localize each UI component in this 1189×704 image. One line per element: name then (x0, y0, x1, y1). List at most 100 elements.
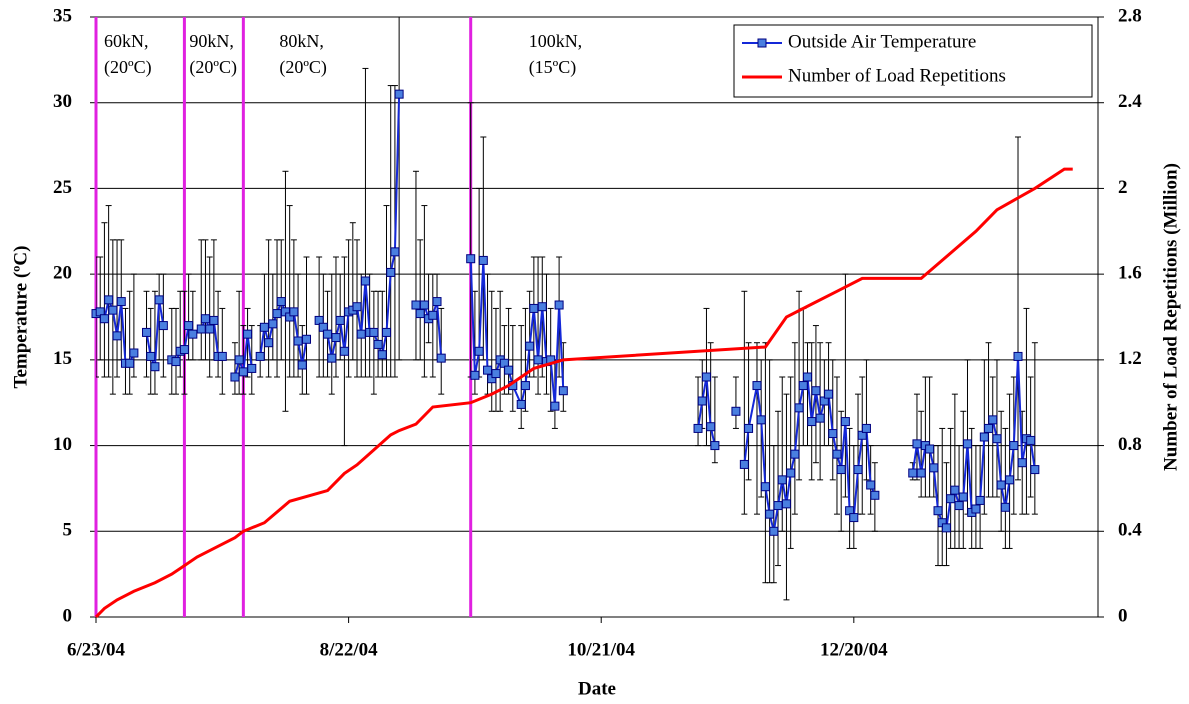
annotation: (20ºC) (104, 57, 152, 78)
marker (908, 468, 918, 478)
marker (289, 307, 299, 317)
x-tick-label: 12/20/04 (820, 639, 888, 660)
marker (419, 300, 429, 310)
marker (335, 315, 345, 325)
marker (537, 302, 547, 312)
annotation: (20ºC) (279, 57, 327, 78)
y2-tick-label: 0.8 (1118, 434, 1142, 455)
marker (474, 346, 484, 356)
legend-label: Outside Air Temperature (788, 31, 976, 52)
marker (777, 475, 787, 485)
marker (108, 305, 118, 315)
marker (975, 495, 985, 505)
y2-tick-label: 1.6 (1118, 263, 1142, 284)
marker (803, 372, 813, 382)
marker (752, 381, 762, 391)
marker (739, 459, 749, 469)
marker (150, 362, 160, 372)
marker (377, 350, 387, 360)
marker (815, 413, 825, 423)
marker (390, 247, 400, 257)
marker (550, 401, 560, 411)
marker (415, 309, 425, 319)
marker (1009, 441, 1019, 451)
marker (790, 449, 800, 459)
marker (504, 365, 514, 375)
marker (466, 254, 476, 264)
y2-tick-label: 1.2 (1118, 348, 1142, 369)
marker (958, 492, 968, 502)
marker (293, 336, 303, 346)
marker (238, 367, 248, 377)
y2-tick-label: 0.4 (1118, 520, 1142, 541)
marker (760, 482, 770, 492)
legend-label: Number of Load Repetitions (788, 65, 1006, 86)
marker (331, 333, 341, 343)
y-tick-label: 5 (63, 520, 73, 541)
marker (411, 300, 421, 310)
marker (302, 334, 312, 344)
marker (200, 314, 210, 324)
marker (373, 339, 383, 349)
marker (276, 297, 286, 307)
marker (832, 449, 842, 459)
marker (984, 423, 994, 433)
marker (125, 358, 135, 368)
marker (179, 345, 189, 355)
marker (188, 329, 198, 339)
marker (116, 297, 126, 307)
marker (327, 353, 337, 363)
marker (478, 255, 488, 265)
marker (154, 295, 164, 305)
marker (381, 327, 391, 337)
marker (828, 429, 838, 439)
marker (769, 526, 779, 536)
marker (1030, 465, 1040, 475)
marker (765, 509, 775, 519)
marker (217, 351, 227, 361)
marker (470, 370, 480, 380)
marker (706, 422, 716, 432)
marker (710, 441, 720, 451)
marker (352, 302, 362, 312)
marker (996, 480, 1006, 490)
marker (840, 417, 850, 427)
y-tick-label: 35 (53, 5, 72, 26)
x-tick-label: 6/23/04 (67, 639, 126, 660)
marker (272, 309, 282, 319)
legend-box (733, 24, 1093, 98)
marker (369, 327, 379, 337)
marker (297, 360, 307, 370)
marker (798, 381, 808, 391)
marker (744, 423, 754, 433)
marker (386, 267, 396, 277)
marker (230, 372, 240, 382)
marker (697, 396, 707, 406)
marker (971, 504, 981, 514)
x-tick-label: 10/21/04 (567, 639, 635, 660)
annotation: (20ºC) (189, 57, 237, 78)
marker (1017, 458, 1027, 468)
marker (436, 353, 446, 363)
marker (992, 434, 1002, 444)
marker (925, 444, 935, 454)
marker (781, 499, 791, 509)
annotation: 60kN, (104, 31, 149, 51)
annotation: 90kN, (189, 31, 234, 51)
y-tick-label: 0 (63, 605, 73, 626)
marker (255, 351, 265, 361)
marker (323, 329, 333, 339)
marker (950, 485, 960, 495)
marker (171, 357, 181, 367)
marker (811, 386, 821, 396)
x-axis-title: Date (578, 678, 616, 699)
marker (836, 465, 846, 475)
marker (243, 329, 253, 339)
marker (491, 369, 501, 379)
marker (356, 329, 366, 339)
marker (196, 324, 206, 334)
marker (516, 399, 526, 409)
marker (533, 355, 543, 365)
marker (929, 463, 939, 473)
marker (234, 355, 244, 365)
